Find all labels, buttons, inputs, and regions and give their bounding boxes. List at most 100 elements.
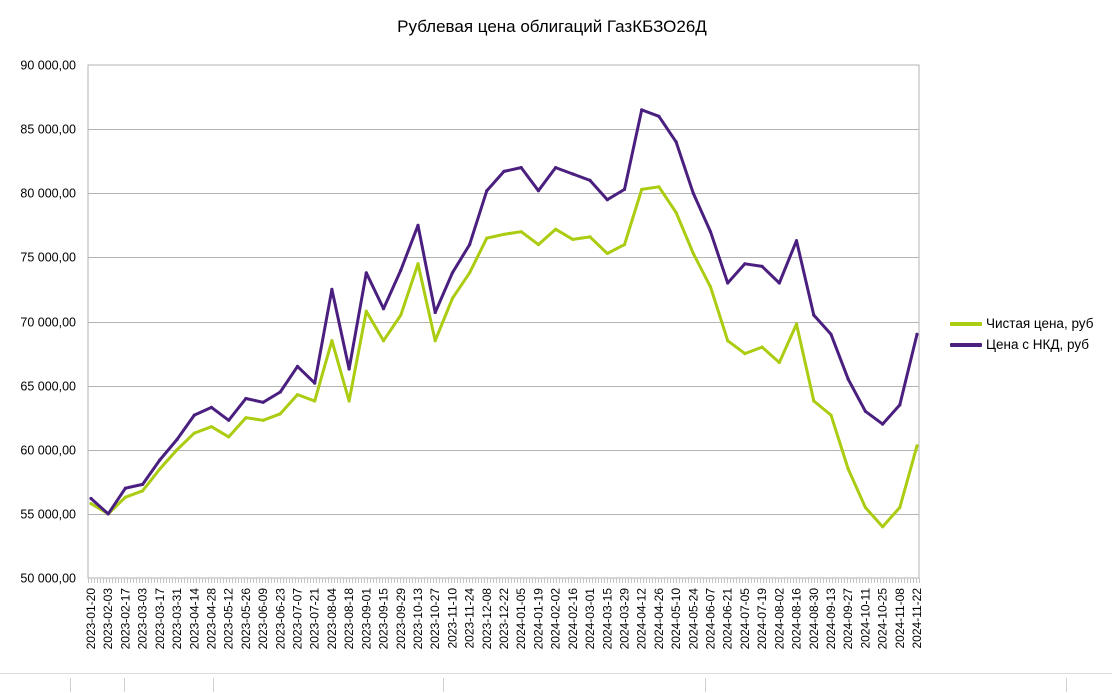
- series-0-point: [536, 243, 541, 247]
- x-tick-label: 2024-07-19: [755, 588, 769, 650]
- sheet-divider: [705, 678, 706, 692]
- series-0-point: [192, 431, 196, 435]
- y-tick-label: 90 000,00: [20, 59, 76, 73]
- x-tick-label: 2023-05-12: [222, 588, 236, 650]
- series-1-point: [399, 268, 403, 272]
- series-0-point: [794, 322, 799, 326]
- series-1-point: [158, 458, 162, 462]
- y-tick-label: 70 000,00: [20, 316, 76, 330]
- series-0-point: [381, 339, 386, 343]
- legend-item-clean-price: Чистая цена, руб: [950, 313, 1093, 334]
- x-tick-label: 2023-09-15: [377, 588, 391, 650]
- series-0-point: [605, 251, 609, 256]
- series-1-point: [416, 223, 420, 227]
- y-tick-label: 85 000,00: [20, 123, 76, 137]
- x-tick-label: 2024-08-16: [790, 588, 804, 650]
- series-0-point: [295, 393, 300, 397]
- series-0-point: [519, 230, 523, 234]
- series-0-point: [760, 345, 764, 349]
- x-tick-label: 2024-03-01: [583, 588, 597, 650]
- series-0-point: [726, 339, 730, 343]
- sheet-divider: [124, 678, 125, 692]
- legend-swatch-price-with-nkd: [950, 342, 982, 347]
- x-tick-label: 2024-11-22: [910, 588, 924, 649]
- series-1-point: [657, 114, 661, 118]
- series-1-point: [485, 189, 489, 193]
- x-tick-label: 2024-07-05: [738, 588, 752, 650]
- x-tick-label: 2024-10-11: [858, 588, 872, 649]
- series-1-point: [691, 191, 695, 195]
- y-tick-label: 65 000,00: [20, 380, 76, 394]
- x-tick-label: 2023-10-27: [428, 588, 442, 650]
- series-0-point: [227, 435, 231, 439]
- series-1-point: [450, 271, 454, 275]
- legend-item-price-with-nkd: Цена с НКД, руб: [950, 334, 1093, 355]
- y-tick-label: 50 000,00: [20, 572, 76, 586]
- series-1-point: [640, 108, 644, 112]
- x-tick-label: 2023-04-14: [187, 588, 201, 650]
- series-0-point: [416, 262, 420, 266]
- sheet-divider: [213, 678, 214, 692]
- series-1-point: [829, 332, 833, 336]
- series-0-point: [829, 413, 833, 417]
- x-tick-label: 2024-08-30: [807, 588, 821, 650]
- x-tick-label: 2024-09-13: [824, 588, 838, 650]
- x-tick-label: 2024-02-02: [549, 588, 563, 650]
- series-1-point: [777, 281, 781, 285]
- x-tick-label: 2023-11-24: [463, 588, 477, 649]
- x-tick-label: 2024-10-25: [876, 588, 890, 650]
- series-0-point: [657, 185, 661, 189]
- series-1-point: [863, 409, 868, 413]
- x-tick-label: 2023-07-07: [291, 588, 305, 650]
- x-tick-label: 2024-03-29: [617, 588, 631, 650]
- series-1-point: [313, 381, 317, 385]
- x-tick-label: 2023-02-03: [101, 588, 115, 650]
- legend: Чистая цена, руб Цена с НКД, руб: [950, 313, 1093, 355]
- series-1-point: [915, 332, 919, 336]
- series-0-point: [640, 187, 644, 191]
- series-1-point: [674, 140, 678, 144]
- series-line-0: [89, 185, 919, 529]
- series-1-point: [261, 400, 265, 404]
- series-0-point: [554, 227, 558, 231]
- series-1-point: [364, 271, 368, 275]
- x-tick-label: 2023-02-17: [118, 588, 132, 650]
- sheet-footer-strip: [0, 673, 1112, 693]
- series-0-point: [399, 313, 403, 317]
- series-1-point: [622, 187, 627, 191]
- series-1-point: [209, 405, 214, 409]
- series-1-point: [175, 437, 179, 442]
- series-0-point: [244, 416, 248, 420]
- series-1-point: [123, 486, 127, 490]
- series-0-point: [622, 243, 627, 247]
- x-tick-label: 2023-09-29: [394, 588, 408, 650]
- series-0-point: [571, 237, 575, 241]
- series-0-point: [846, 467, 850, 471]
- series-1-point: [227, 418, 231, 422]
- sheet-divider: [1066, 678, 1067, 692]
- legend-label-clean-price: Чистая цена, руб: [986, 316, 1094, 331]
- series-1-point: [502, 169, 506, 173]
- series-0-point: [468, 271, 472, 275]
- x-tick-label: 2023-09-01: [359, 588, 373, 650]
- x-tick-label: 2024-04-26: [652, 588, 666, 650]
- series-1-point: [726, 281, 730, 285]
- series-0-point: [89, 502, 93, 506]
- y-tick-label: 60 000,00: [20, 444, 76, 458]
- x-tick-label: 2024-05-24: [686, 588, 700, 650]
- x-tick-label: 2024-01-05: [514, 588, 528, 650]
- series-0-point: [330, 339, 334, 343]
- x-tick-label: 2023-12-08: [480, 588, 494, 650]
- series-0-point: [364, 309, 368, 313]
- series-1-point: [519, 166, 523, 170]
- series-0-point: [898, 505, 902, 510]
- x-tick-label: 2024-03-15: [600, 588, 614, 650]
- x-tick-label: 2024-06-07: [704, 588, 718, 650]
- series-1-point: [106, 512, 110, 516]
- series-0-point: [743, 352, 747, 356]
- x-tick-label: 2024-08-02: [772, 588, 786, 650]
- series-1-point: [554, 166, 558, 170]
- y-tick-label: 80 000,00: [20, 187, 76, 201]
- x-tick-label: 2024-02-16: [566, 588, 580, 650]
